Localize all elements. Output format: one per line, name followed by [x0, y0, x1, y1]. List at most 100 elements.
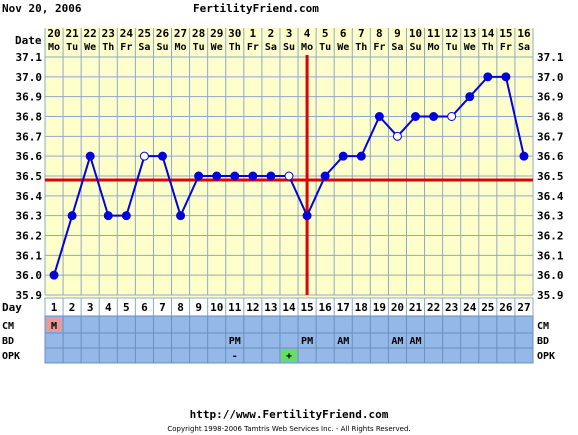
date-tick-label: 27 [174, 27, 187, 40]
weekday-tick-label: Tu [319, 42, 331, 53]
weekday-tick-label: Fr [247, 42, 259, 53]
date-tick-label: 13 [463, 27, 476, 40]
temperature-point [411, 112, 421, 121]
date-tick-label: 4 [304, 27, 311, 40]
cycle-day-label: 17 [337, 301, 350, 314]
date-tick-label: 8 [376, 27, 383, 40]
temperature-point [194, 171, 204, 181]
weekday-tick-label: Tu [66, 42, 78, 53]
cycle-day-label: 20 [391, 301, 404, 314]
cycle-day-label: 11 [228, 301, 242, 314]
temperature-point [176, 211, 186, 221]
cycle-day-label: 24 [463, 301, 477, 314]
weekday-tick-label: Sa [391, 42, 403, 53]
temperature-point [103, 211, 113, 221]
bd-entry: PM [229, 336, 241, 347]
cm-row [44, 315, 534, 334]
temperature-point [302, 211, 312, 221]
y-tick-label-right: 36.7 [537, 130, 564, 143]
bd-entry: AM [409, 336, 421, 347]
cycle-day-label: 13 [264, 301, 277, 314]
y-tick-label-left: 37.1 [16, 51, 43, 64]
weekday-tick-label: Th [355, 42, 367, 53]
date-tick-label: 2 [268, 27, 275, 40]
date-tick-label: 30 [228, 27, 241, 40]
cycle-day-label: 14 [282, 301, 296, 314]
footer-url[interactable]: http://www.FertilityFriend.com [189, 408, 389, 421]
cm-highlight [46, 317, 63, 332]
y-tick-label-left: 35.9 [16, 289, 43, 302]
date-tick-label: 24 [120, 27, 134, 40]
weekday-tick-label: Th [482, 42, 494, 53]
temperature-point [248, 171, 258, 181]
y-tick-label-right: 36.0 [537, 269, 564, 282]
y-tick-label-left: 36.7 [16, 130, 43, 143]
y-tick-label-right: 35.9 [537, 289, 564, 302]
weekday-tick-label: Su [156, 42, 168, 53]
opk-entry: - [232, 351, 238, 362]
cycle-day-label: 10 [210, 301, 223, 314]
bd-entry: AM [337, 336, 349, 347]
date-row-label: Date [15, 34, 42, 47]
date-tick-label: 16 [517, 27, 531, 40]
temperature-point [483, 72, 493, 82]
cycle-day-label: 18 [355, 301, 368, 314]
date-tick-label: 26 [156, 27, 170, 40]
date-tick-label: 5 [322, 27, 329, 40]
date-tick-label: 1 [250, 27, 257, 40]
y-tick-label-right: 36.8 [537, 111, 564, 124]
temperature-point [67, 211, 77, 221]
bd-row-label-right: BD [537, 336, 549, 347]
opk-highlight [280, 349, 298, 362]
cycle-day-label: 7 [159, 301, 166, 314]
date-tick-label: 14 [481, 27, 495, 40]
weekday-tick-label: Tu [193, 42, 205, 53]
temperature-point [121, 211, 131, 221]
cycle-day-label: 3 [87, 301, 94, 314]
weekday-tick-label: Sa [138, 42, 150, 53]
date-tick-label: 11 [427, 27, 441, 40]
bd-entry: PM [301, 336, 313, 347]
day-row-label: Day [2, 301, 22, 314]
date-tick-label: 6 [340, 27, 347, 40]
cycle-day-label: 9 [195, 301, 202, 314]
y-tick-label-right: 36.9 [537, 91, 564, 104]
date-tick-label: 12 [445, 27, 458, 40]
date-tick-label: 28 [192, 27, 205, 40]
y-tick-label-left: 36.3 [16, 210, 43, 223]
y-tick-label-left: 36.9 [16, 91, 43, 104]
date-tick-label: 7 [358, 27, 365, 40]
temperature-point-open [284, 171, 294, 181]
y-tick-label-right: 36.2 [537, 230, 564, 243]
cycle-day-label: 25 [481, 301, 494, 314]
cm-row-label: CM [2, 321, 14, 332]
y-tick-label-left: 36.4 [16, 190, 43, 203]
cycle-day-label: 8 [177, 301, 184, 314]
cycle-day-label: 5 [123, 301, 130, 314]
temperature-point [356, 151, 366, 161]
cycle-day-label: 22 [427, 301, 440, 314]
temperature-point [320, 171, 330, 181]
temperature-point [85, 151, 95, 161]
weekday-tick-label: Sa [265, 42, 277, 53]
y-tick-label-left: 37.0 [16, 71, 43, 84]
temperature-point-open [139, 151, 149, 161]
date-tick-label: 29 [210, 27, 223, 40]
cycle-day-label: 27 [517, 301, 530, 314]
cm-entry: M [51, 321, 57, 332]
site-name: FertilityFriend.com [193, 2, 319, 15]
temperature-point [157, 151, 167, 161]
temperature-point-open [447, 112, 457, 121]
date-tick-label: 25 [138, 27, 151, 40]
temperature-point [212, 171, 222, 181]
cycle-day-label: 19 [373, 301, 386, 314]
temperature-point [374, 112, 384, 121]
bd-row-label: BD [2, 336, 14, 347]
weekday-tick-label: We [464, 42, 476, 53]
weekday-tick-label: Mo [428, 42, 440, 53]
y-tick-label-left: 36.5 [16, 170, 43, 183]
weekday-tick-label: Fr [500, 42, 512, 53]
y-tick-label-right: 36.1 [537, 249, 564, 262]
temperature-point [338, 151, 348, 161]
